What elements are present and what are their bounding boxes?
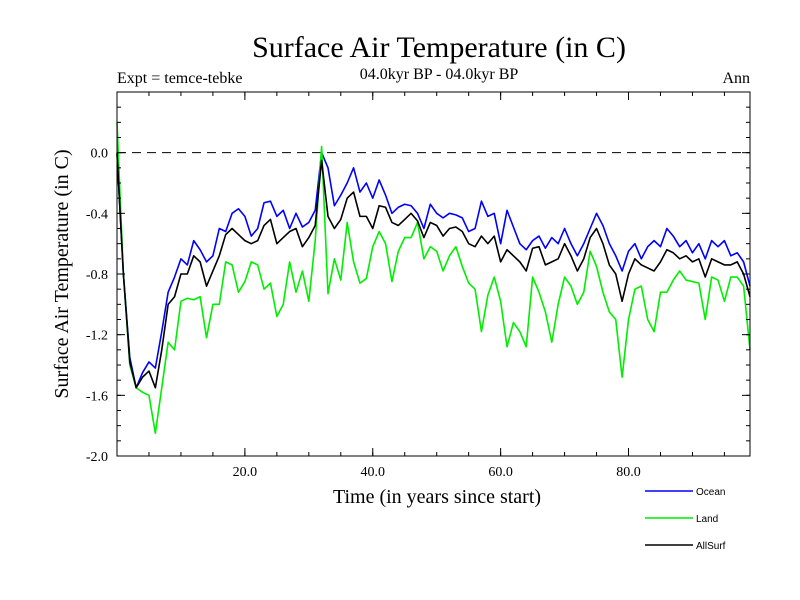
y-tick-label: -0.4 <box>86 207 108 222</box>
y-tick-label: -2.0 <box>86 450 108 465</box>
y-tick-label: 0.0 <box>91 147 109 162</box>
legend-label-allsurf: AllSurf <box>696 541 726 552</box>
legend-label-land: Land <box>696 514 718 525</box>
y-tick-label: -1.2 <box>86 329 108 344</box>
y-tick-label: -1.6 <box>86 389 108 404</box>
x-axis-label: Time (in years since start) <box>333 486 541 508</box>
experiment-label: Expt = temce-tebke <box>117 70 242 87</box>
y-tick-label: -0.8 <box>86 268 108 283</box>
series-line-land <box>116 122 751 435</box>
x-tick-label: 40.0 <box>361 465 386 480</box>
series-line-allsurf <box>116 152 751 389</box>
legend: Ocean Land AllSurf <box>645 487 726 552</box>
season-label: Ann <box>722 70 750 87</box>
x-tick-label: 60.0 <box>488 465 513 480</box>
chart-title: Surface Air Temperature (in C) <box>252 31 626 64</box>
y-axis-label: Surface Air Temperature (in C) <box>51 149 73 398</box>
x-tick-label: 20.0 <box>233 465 258 480</box>
chart-subtitle: 04.0kyr BP - 04.0kyr BP <box>360 66 519 83</box>
x-tick-label: 80.0 <box>616 465 641 480</box>
legend-label-ocean: Ocean <box>696 487 725 498</box>
series-line-ocean <box>116 151 751 389</box>
